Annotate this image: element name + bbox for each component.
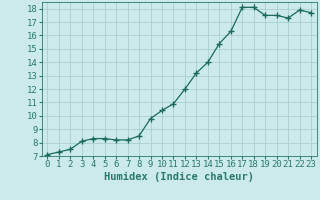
X-axis label: Humidex (Indice chaleur): Humidex (Indice chaleur) <box>104 172 254 182</box>
